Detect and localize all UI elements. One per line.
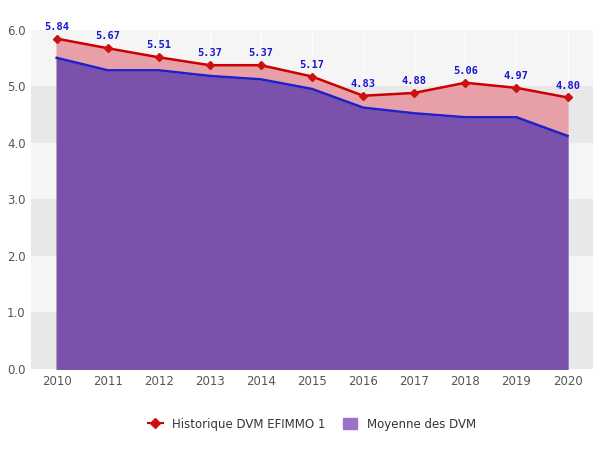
Text: 4.88: 4.88	[402, 76, 427, 86]
Text: 4.80: 4.80	[555, 81, 580, 90]
Text: 5.51: 5.51	[146, 40, 172, 50]
Legend: Historique DVM EFIMMO 1, Moyenne des DVM: Historique DVM EFIMMO 1, Moyenne des DVM	[143, 413, 481, 436]
Text: 5.84: 5.84	[44, 22, 69, 32]
Bar	[31, 86, 593, 143]
Bar	[31, 256, 593, 312]
Bar	[31, 30, 593, 86]
Text: 5.37: 5.37	[248, 48, 274, 58]
Text: 5.17: 5.17	[299, 59, 325, 70]
Bar	[31, 312, 593, 369]
Text: 5.06: 5.06	[453, 66, 478, 76]
Text: 5.37: 5.37	[197, 48, 223, 58]
Bar	[31, 143, 593, 199]
Text: 4.97: 4.97	[504, 71, 529, 81]
Text: 4.83: 4.83	[350, 79, 376, 89]
Text: 5.67: 5.67	[95, 32, 120, 41]
Bar	[31, 199, 593, 256]
